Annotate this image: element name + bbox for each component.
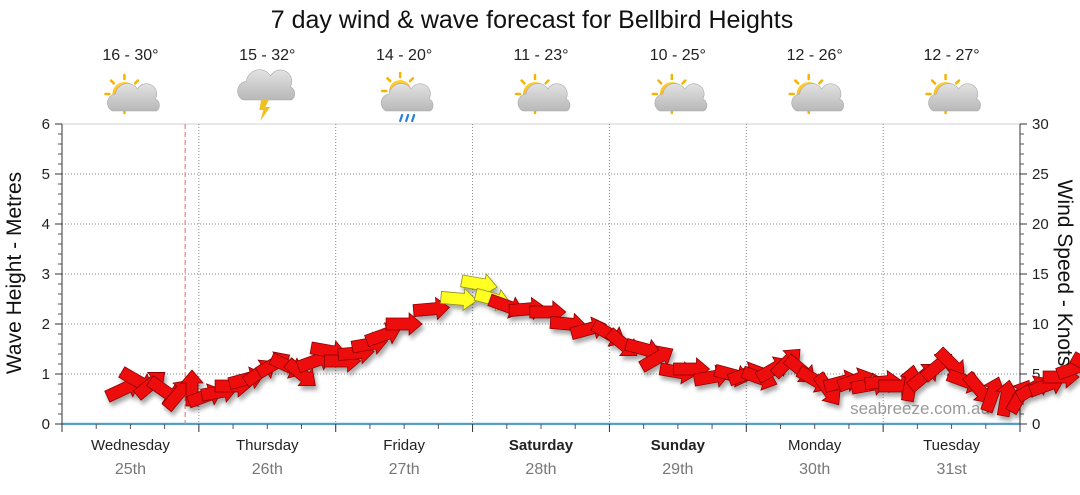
day-name-label: Sunday (651, 437, 706, 454)
day-date-label: 31st (936, 461, 967, 478)
rain-drop (405, 113, 410, 123)
wind-arrow (440, 287, 478, 312)
cloud-shape (791, 83, 844, 112)
y-axis-right: 0 5 10 15 20 25 30 (1019, 116, 1049, 433)
sun-ray (408, 77, 415, 83)
y-tick-label: 1 (42, 366, 50, 383)
sun-ray (109, 79, 116, 85)
temperature-range: 10 - 25° (650, 47, 706, 64)
wind-arrow (1069, 351, 1080, 379)
sun-ray (954, 79, 961, 85)
wind-arrow (962, 370, 991, 404)
day-date-label: 30th (799, 461, 830, 478)
day-date-label: 27th (389, 461, 420, 478)
sun-ray (544, 79, 550, 85)
day-name-label: Saturday (509, 437, 574, 454)
sun-ray (133, 79, 140, 85)
day-date-label: 29th (662, 461, 693, 478)
rain-drop (399, 113, 404, 123)
y2-tick-label: 0 (1032, 416, 1040, 433)
wind-arrow (385, 312, 423, 336)
day-name-label: Thursday (236, 437, 299, 454)
y-tick-label: 3 (42, 266, 50, 283)
thunderstorm-icon (237, 69, 296, 121)
y2-tick-label: 25 (1032, 166, 1049, 183)
sun-ray (930, 79, 937, 85)
day-name-label: Wednesday (91, 437, 170, 454)
y-tick-label: 2 (42, 316, 50, 333)
wind-arrow (980, 376, 1006, 414)
sun-ray (657, 79, 663, 85)
x-axis-days: Wednesday 25th Thursday 26th Friday 27th Satur… (61, 424, 1021, 478)
temperature-range: 14 - 20° (376, 47, 432, 64)
day-name-label: Friday (383, 437, 425, 454)
rain-shower-icon (380, 71, 434, 123)
y-axis-right-label: Wind Speed - Knots (1053, 180, 1076, 367)
watermark: seabreeze.com.au (850, 399, 990, 418)
y2-tick-label: 10 (1032, 316, 1049, 333)
cloud-shape (517, 83, 571, 112)
wind-arrows (104, 273, 1080, 418)
cloud-shape (237, 69, 296, 101)
partly-cloudy-icon (514, 73, 571, 115)
day-date-label: 28th (525, 461, 556, 478)
y2-tick-label: 5 (1032, 366, 1040, 383)
wind-arrow (460, 273, 498, 297)
day-date-label: 25th (115, 461, 146, 478)
temperature-range: 11 - 23° (513, 47, 568, 64)
sun-ray (681, 79, 687, 85)
y-tick-label: 5 (42, 166, 50, 183)
partly-cloudy-icon (651, 73, 708, 115)
temperature-range: 16 - 30° (102, 47, 158, 64)
day-name-label: Monday (788, 437, 842, 454)
y2-tick-label: 20 (1032, 216, 1049, 233)
sun-ray (818, 79, 824, 85)
sun-ray (520, 79, 526, 85)
weather-row: 16 - 30° 15 - 32° 14 - 20° 11 - 23° 10 - 25°… (102, 47, 981, 123)
cloud-shape (380, 83, 434, 112)
cloud-shape (107, 83, 160, 112)
temperature-range: 15 - 32° (239, 47, 295, 64)
partly-cloudy-icon (788, 73, 844, 115)
wind-arrow (638, 345, 674, 373)
sun-ray (386, 77, 392, 83)
temperature-range: 12 - 26° (787, 47, 843, 64)
y-tick-label: 0 (42, 416, 50, 433)
temperature-range: 12 - 27° (923, 47, 979, 64)
day-date-label: 26th (252, 461, 283, 478)
chart-title: 7 day wind & wave forecast for Bellbird … (271, 6, 793, 34)
rain-drop (411, 113, 416, 123)
day-name-label: Tuesday (923, 437, 980, 454)
cloud-shape (654, 83, 708, 112)
y2-tick-label: 30 (1032, 116, 1049, 133)
y-tick-label: 6 (42, 116, 50, 133)
sun-ray (794, 79, 800, 85)
cloud-shape (928, 83, 981, 112)
y-axis-left: 0 1 2 3 4 5 6 (42, 116, 63, 433)
y-axis-left-label: Wave Height - Metres (3, 172, 26, 374)
partly-cloudy-icon (925, 73, 981, 115)
y2-tick-label: 15 (1032, 266, 1049, 283)
wind-arrow (995, 379, 1019, 418)
lightning-bolt (259, 99, 271, 121)
y-tick-label: 4 (42, 216, 50, 233)
partly-cloudy-icon (104, 73, 160, 115)
